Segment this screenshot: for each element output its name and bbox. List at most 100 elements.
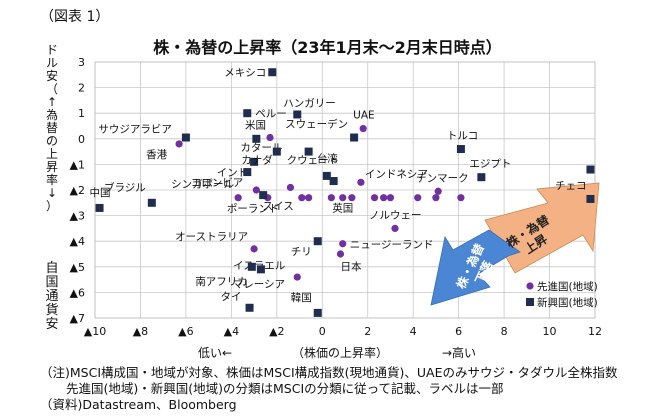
- point-label: 台湾: [317, 152, 338, 165]
- point-label: クウェート: [287, 155, 340, 167]
- scatter-point: [348, 194, 356, 202]
- point-label: チェコ: [555, 180, 587, 192]
- y-tick-label: ▲1: [70, 158, 85, 171]
- scatter-point: [359, 124, 367, 133]
- legend-label-developed: 先進国(地域): [537, 280, 598, 293]
- scatter-point: [259, 191, 268, 200]
- point-label: ノルウェー: [369, 209, 422, 221]
- scatter-point: [391, 224, 399, 232]
- point-label: UAE: [353, 110, 375, 122]
- x-tick-label: 12: [588, 325, 602, 338]
- point-label: メキシコ: [224, 67, 266, 79]
- point-label: 韓国: [291, 292, 312, 304]
- point-label: シンガポール: [171, 179, 234, 191]
- scatter-point: [370, 194, 379, 202]
- point-label: サウジアラビア: [98, 124, 172, 136]
- point-label: カタール: [240, 142, 282, 154]
- point-label: ハンガリー: [283, 97, 336, 109]
- note-line-2: 先進国(地域)・新興国(地域)の分類はMSCIの分類に従って記載、ラベルは一部: [66, 381, 504, 396]
- x-tick-label: ▲6: [178, 325, 193, 338]
- point-label: ブラジル: [104, 181, 146, 194]
- y-axis-label-bottom: 自国通貨安: [45, 261, 59, 332]
- scatter-point: [272, 147, 281, 156]
- y-tick-label: 2: [78, 82, 85, 95]
- y-tick-label: 1: [78, 107, 85, 120]
- point-label: オーストラリア: [175, 231, 248, 243]
- scatter-point: [329, 177, 338, 186]
- point-label: インドネシア: [365, 168, 428, 180]
- scatter-point: [586, 165, 595, 174]
- down-left-arrow-icon: [430, 229, 521, 306]
- scatter-point: [286, 183, 295, 192]
- scatter-point: [247, 262, 256, 271]
- scatter-point: [293, 110, 302, 119]
- scatter-point: [95, 203, 104, 212]
- scatter-point: [305, 194, 313, 202]
- point-label: 中国: [90, 186, 111, 199]
- point-label: マレーシア: [233, 278, 285, 290]
- scatter-point: [380, 194, 388, 202]
- point-label: スウェーデン: [285, 118, 348, 131]
- note-line-3: （資料)Datastream、Bloomberg: [40, 397, 237, 412]
- scatter-point: [243, 109, 252, 118]
- x-tick-label: ▲4: [224, 325, 239, 338]
- point-label: エジプト: [469, 158, 511, 170]
- point-label: 香港: [146, 149, 167, 161]
- x-tick-label: ▲8: [133, 325, 148, 338]
- scatter-point: [234, 194, 242, 202]
- point-label: 米国: [245, 119, 266, 132]
- scatter-point: [175, 140, 183, 148]
- point-label: チリ: [291, 246, 312, 258]
- y-tick-label: ▲2: [70, 184, 85, 197]
- point-label: ポーランド: [227, 203, 280, 215]
- y-tick-label: ▲4: [70, 235, 85, 248]
- scatter-point: [457, 194, 465, 202]
- y-tick-label: ▲6: [70, 286, 85, 299]
- legend-label-emerging: 新興国(地域): [537, 296, 598, 309]
- figure-label: （図表 1）: [40, 9, 110, 25]
- chart-title: 株・為替の上昇率（23年1月末～2月末日時点）: [153, 38, 502, 57]
- scatter-point: [313, 308, 322, 317]
- scatter-point: [293, 273, 301, 281]
- scatter-point: [250, 245, 258, 253]
- scatter-point: [243, 168, 252, 177]
- x-tick-label: ▲10: [84, 325, 106, 338]
- scatter-point: [245, 303, 254, 312]
- x-tick-label: ▲2: [269, 325, 284, 338]
- y-tick-label: ▲7: [70, 312, 85, 325]
- y-tick-label: ▲3: [70, 210, 85, 223]
- scatter-point: [313, 237, 322, 246]
- scatter-point: [414, 194, 422, 202]
- y-tick-label: ▲5: [70, 261, 85, 274]
- x-tick-label: 8: [501, 325, 508, 338]
- scatter-point: [336, 250, 345, 258]
- point-label: トルコ: [447, 130, 478, 142]
- scatter-point: [147, 198, 156, 207]
- point-label: デンマーク: [416, 171, 469, 184]
- note-line-1: （注)MSCI構成国・地域が対象、株価はMSCI構成指数(現地通貨)、UAEのみ…: [40, 365, 618, 380]
- point-label: コロンビア: [191, 177, 244, 189]
- scatter-point: [181, 133, 190, 142]
- y-tick-label: 3: [78, 56, 85, 69]
- point-label: ニュージーランド: [350, 239, 434, 251]
- scatter-point: [386, 194, 395, 202]
- scatter-point: [298, 194, 306, 202]
- point-label: インド: [217, 167, 249, 179]
- x-tick-label: 0: [319, 325, 326, 338]
- x-axis-label-low: 低い←: [198, 346, 233, 360]
- scatter-point: [252, 186, 260, 194]
- x-axis-label-mid: （株価の上昇率）: [292, 346, 389, 360]
- scatter-point: [432, 194, 440, 202]
- scatter-point: [586, 194, 595, 203]
- scatter-point: [256, 265, 265, 274]
- point-label: 英国: [332, 202, 353, 215]
- scatter-point: [327, 194, 335, 202]
- y-tick-label: 0: [78, 133, 85, 146]
- point-label: カナダ: [241, 154, 273, 167]
- scatter-point: [252, 134, 261, 143]
- scatter-point: [250, 157, 259, 166]
- point-label: ペルー: [255, 108, 286, 120]
- y-axis-label-top: ドル安（↑ 為替の上昇率 ↓）: [45, 43, 58, 213]
- x-tick-label: 2: [364, 325, 371, 338]
